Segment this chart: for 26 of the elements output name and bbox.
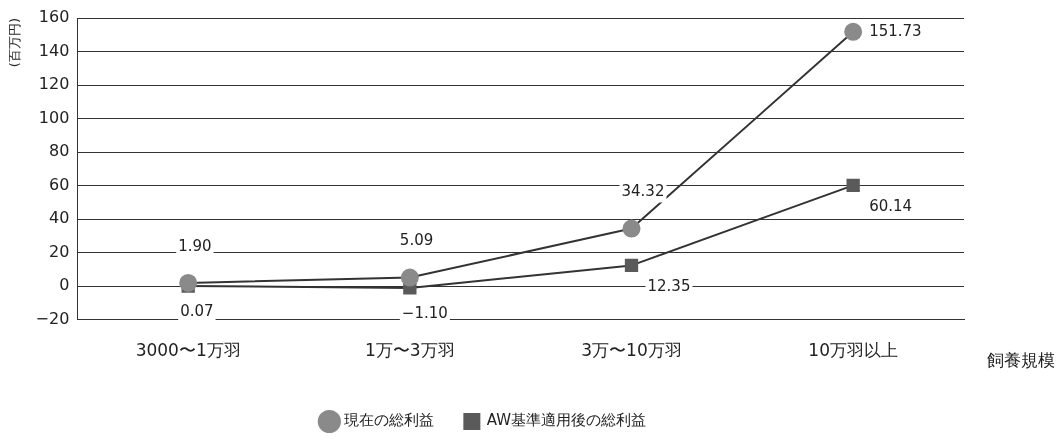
data-label: 5.09 <box>399 231 434 250</box>
y-tick-label: 0 <box>59 275 70 295</box>
y-axis-title: (百万円) <box>7 18 23 68</box>
x-tick-label: 1万〜3万羽 <box>365 340 455 361</box>
y-tick-label: 140 <box>38 40 70 60</box>
data-label: 0.07 <box>180 301 214 320</box>
y-tick-label: 100 <box>38 107 70 127</box>
y-tick-label: 120 <box>38 74 70 94</box>
y-tick-label: 80 <box>49 141 70 161</box>
data-label: 34.32 <box>621 182 665 201</box>
y-tick-label: 40 <box>49 208 70 228</box>
x-tick-label: 3000〜1万羽 <box>135 340 241 361</box>
x-tick-label: 10万羽以上 <box>808 340 898 361</box>
data-label: −1.10 <box>401 303 448 322</box>
y-tick-label: 160 <box>38 7 70 27</box>
data-label: 12.35 <box>647 277 691 296</box>
legend-label: AW基準適用後の総利益 <box>486 411 647 430</box>
legend-label: 現在の総利益 <box>344 411 435 430</box>
y-tick-label: 20 <box>49 241 70 261</box>
y-tick-label: 60 <box>49 174 70 194</box>
data-label: 1.90 <box>178 236 212 255</box>
data-label: 151.73 <box>869 21 922 40</box>
data-label: 60.14 <box>869 197 913 216</box>
y-tick-label: −20 <box>35 308 70 328</box>
x-tick-label: 3万〜10万羽 <box>581 340 682 361</box>
x-axis-title: 飼養規模 <box>987 350 1055 371</box>
